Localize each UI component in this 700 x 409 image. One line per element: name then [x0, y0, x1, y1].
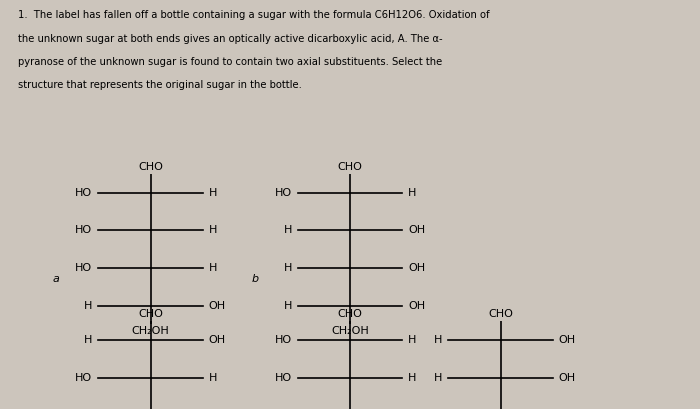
Text: 1.  The label has fallen off a bottle containing a sugar with the formula C6H12O: 1. The label has fallen off a bottle con… — [18, 10, 489, 20]
Text: CH₂OH: CH₂OH — [132, 326, 169, 336]
Text: CHO: CHO — [488, 309, 513, 319]
Text: OH: OH — [408, 225, 425, 235]
Text: OH: OH — [209, 335, 225, 345]
Text: CHO: CHO — [337, 309, 363, 319]
Text: structure that represents the original sugar in the bottle.: structure that represents the original s… — [18, 80, 302, 90]
Text: a: a — [52, 274, 60, 284]
Text: pyranose of the unknown sugar is found to contain two axial substituents. Select: pyranose of the unknown sugar is found t… — [18, 57, 442, 67]
Text: H: H — [408, 335, 416, 345]
Text: HO: HO — [76, 188, 92, 198]
Text: H: H — [434, 373, 442, 382]
Text: OH: OH — [408, 301, 425, 310]
Text: CHO: CHO — [138, 309, 163, 319]
Text: OH: OH — [559, 335, 575, 345]
Text: OH: OH — [408, 263, 425, 273]
Text: H: H — [209, 188, 217, 198]
Text: CHO: CHO — [337, 162, 363, 172]
Text: H: H — [408, 188, 416, 198]
Text: b: b — [252, 274, 259, 284]
Text: the unknown sugar at both ends gives an optically active dicarboxylic acid, A. T: the unknown sugar at both ends gives an … — [18, 34, 442, 43]
Text: H: H — [284, 301, 292, 310]
Text: HO: HO — [275, 373, 292, 382]
Text: H: H — [434, 335, 442, 345]
Text: H: H — [209, 225, 217, 235]
Text: H: H — [284, 225, 292, 235]
Text: OH: OH — [559, 373, 575, 382]
Text: HO: HO — [76, 373, 92, 382]
Text: HO: HO — [76, 263, 92, 273]
Text: OH: OH — [209, 301, 225, 310]
Text: HO: HO — [76, 225, 92, 235]
Text: H: H — [284, 263, 292, 273]
Text: H: H — [84, 301, 92, 310]
Text: H: H — [84, 335, 92, 345]
Text: HO: HO — [275, 335, 292, 345]
Text: H: H — [209, 373, 217, 382]
Text: CH₂OH: CH₂OH — [331, 326, 369, 336]
Text: HO: HO — [275, 188, 292, 198]
Text: CHO: CHO — [138, 162, 163, 172]
Text: H: H — [408, 373, 416, 382]
Text: H: H — [209, 263, 217, 273]
